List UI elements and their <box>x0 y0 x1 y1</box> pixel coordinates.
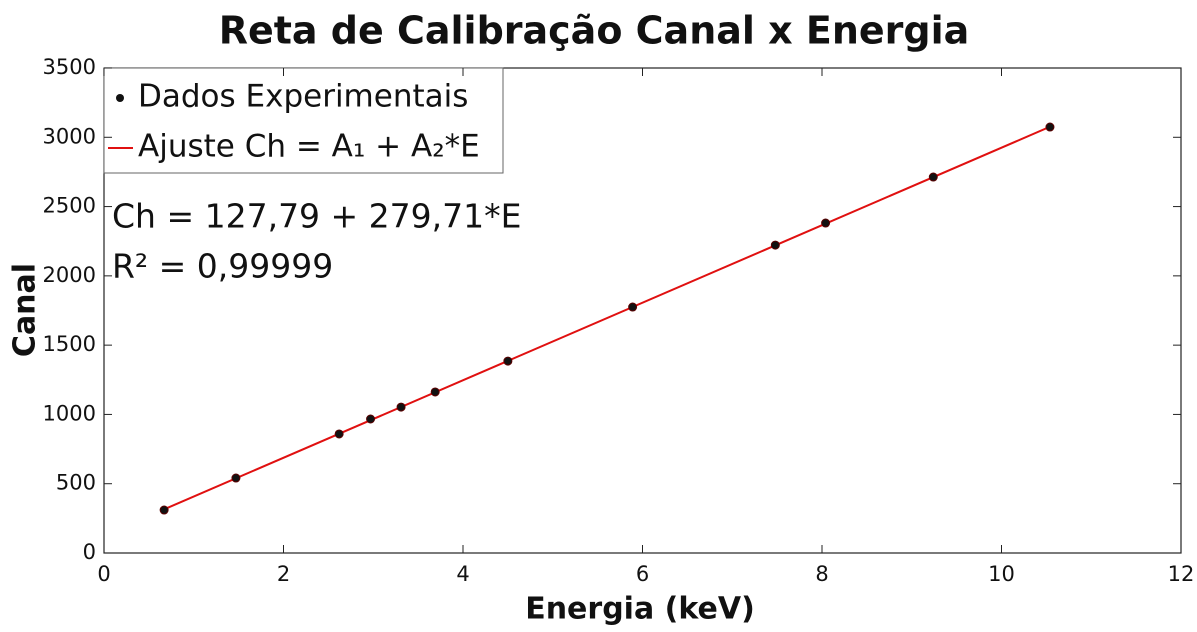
x-tick-label: 6 <box>636 562 649 586</box>
x-tick-label: 0 <box>97 562 110 586</box>
y-tick-label: 2000 <box>43 263 96 287</box>
x-tick-label: 2 <box>277 562 290 586</box>
data-point <box>231 473 241 483</box>
data-point <box>503 356 513 366</box>
fit-line <box>164 125 1051 510</box>
data-point <box>366 414 376 424</box>
data-point <box>334 429 344 439</box>
y-tick-label: 1500 <box>43 332 96 356</box>
annotation: R² = 0,99999 <box>112 247 333 286</box>
y-tick-label: 1000 <box>43 401 96 425</box>
data-point <box>159 505 169 515</box>
data-point <box>928 172 938 182</box>
x-tick-label: 8 <box>815 562 828 586</box>
y-tick-label: 3500 <box>43 55 96 79</box>
annotation: Ch = 127,79 + 279,71*E <box>112 197 522 236</box>
x-tick-label: 4 <box>456 562 469 586</box>
legend-box <box>103 67 504 174</box>
data-point <box>1045 122 1055 132</box>
legend-label: Ajuste Ch = A₁ + A₂*E <box>138 129 480 165</box>
y-tick-label: 3000 <box>43 124 96 148</box>
legend-label: Dados Experimentais <box>138 79 468 115</box>
y-tick-label: 2500 <box>43 194 96 218</box>
x-tick-label: 10 <box>988 562 1015 586</box>
data-point <box>628 302 638 312</box>
x-axis-label: Energia (keV) <box>525 592 755 627</box>
data-point <box>396 402 406 412</box>
data-point <box>821 218 831 228</box>
data-point <box>770 240 780 250</box>
chart-title: Reta de Calibração Canal x Energia <box>219 9 970 53</box>
y-tick-label: 500 <box>56 471 96 495</box>
x-tick-label: 12 <box>1168 562 1195 586</box>
data-point <box>430 387 440 397</box>
y-tick-label: 0 <box>83 540 96 564</box>
y-axis-label: Canal <box>8 263 43 357</box>
legend-marker <box>116 94 124 102</box>
